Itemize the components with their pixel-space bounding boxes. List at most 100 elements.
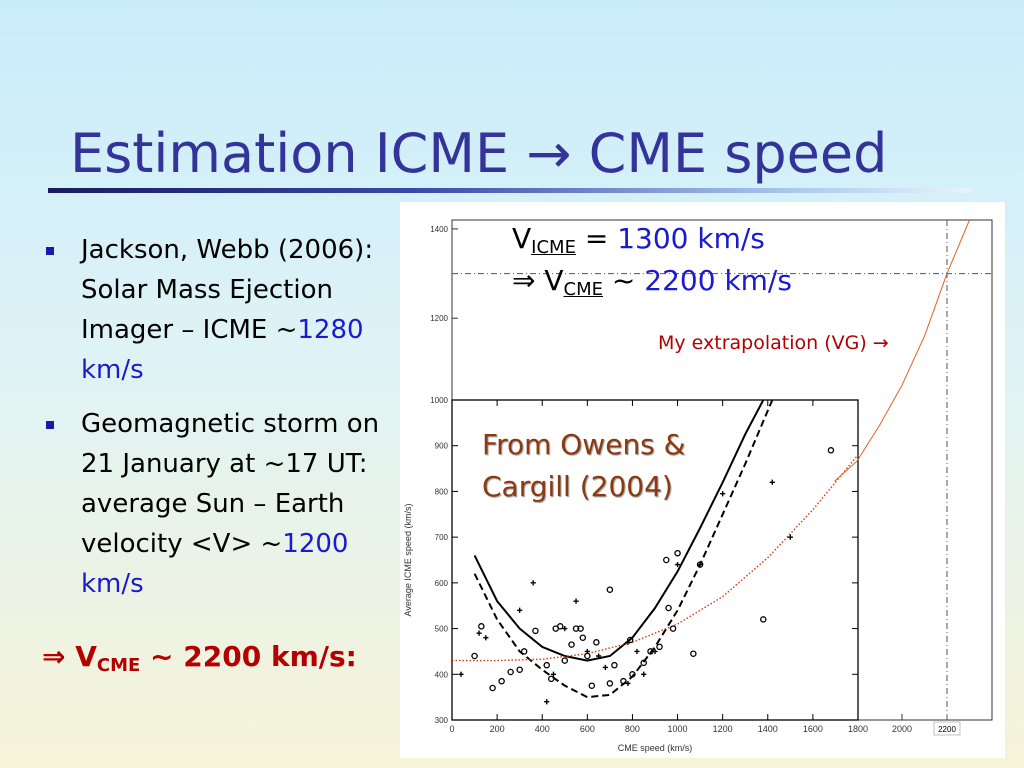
data-point-plus	[769, 479, 775, 485]
data-point-circle	[489, 684, 496, 692]
data-point-circle	[471, 652, 478, 660]
source-label: From Owens & Cargill (2004)	[482, 424, 686, 508]
data-point-circle	[640, 659, 647, 667]
data-point-circle	[579, 634, 587, 641]
data-point-circle	[665, 604, 672, 612]
y-tick-label: 800	[435, 487, 449, 496]
y-tick-label: 600	[435, 579, 449, 588]
data-point-plus	[562, 625, 568, 632]
data-point-plus	[584, 648, 590, 655]
data-point-plus	[483, 635, 489, 641]
data-point-circle	[611, 661, 618, 669]
vcme-v: V	[535, 264, 564, 297]
x-tick-label: 2000	[892, 724, 912, 734]
x-marker-box	[933, 721, 961, 736]
slide-title: Estimation ICME → CME speed	[70, 122, 888, 185]
chart-svg: 1200 1400 2000 2200 0 200 400 600 800 1000 1200 140…	[403, 219, 993, 753]
y-tick-label: 300	[435, 716, 449, 725]
implies-arrow: ⇒	[42, 640, 66, 673]
data-point-circle	[663, 556, 670, 564]
data-point-circle	[532, 627, 539, 635]
data-point-circle	[516, 666, 523, 673]
data-point-circle	[588, 682, 596, 689]
data-point-circle	[606, 680, 614, 687]
data-point-plus	[476, 630, 482, 636]
vicme-equals: =	[575, 222, 618, 255]
vcme-tilde: ~	[603, 264, 645, 297]
data-point-plus	[458, 671, 464, 677]
data-point-plus	[720, 491, 726, 497]
conclusion-v: V	[75, 640, 97, 673]
x-tick-label: 200	[490, 724, 505, 734]
vcme-value: 2200 km/s	[644, 264, 792, 297]
y-tick-label: 700	[435, 533, 449, 542]
data-point-plus	[602, 664, 608, 671]
data-point-circle	[561, 657, 569, 664]
y-tick-label: 1400	[430, 225, 448, 234]
data-point-circle	[478, 623, 485, 630]
vicme-value: 1300 km/s	[617, 222, 765, 255]
data-point-circle	[498, 677, 505, 685]
data-point-plus	[674, 561, 681, 568]
x-tick-label: 1200	[713, 724, 733, 734]
data-point-circle	[656, 643, 663, 651]
data-point-circle	[520, 648, 528, 655]
vicme-label: VICME = 1300 km/s	[512, 222, 765, 258]
data-point-plus	[596, 653, 602, 659]
source-label-line1: From Owens &	[482, 428, 686, 461]
bullet-marker-icon	[46, 247, 54, 255]
y-tick-label: 900	[435, 442, 449, 451]
data-point-circle	[606, 586, 614, 593]
fit-curve-solid	[473, 399, 765, 662]
data-point-plus	[652, 648, 658, 655]
bullet-jackson-webb: Jackson, Webb (2006): Solar Mass Ejectio…	[44, 230, 396, 390]
data-point-plus	[787, 534, 793, 540]
bullet-text: Jackson, Webb (2006): Solar Mass Ejectio…	[81, 235, 374, 345]
data-point-plus	[641, 671, 647, 677]
bullet-geomagnetic-storm: Geomagnetic storm on 21 January at ~17 U…	[44, 404, 396, 604]
data-point-circle	[827, 447, 835, 454]
data-point-circle	[547, 675, 555, 683]
bullet-marker-icon	[46, 421, 54, 429]
conclusion-value: ~ 2200 km/s:	[140, 640, 357, 673]
data-point-plus	[634, 648, 640, 655]
x-tick-label: 400	[535, 724, 550, 734]
data-point-circle	[620, 677, 627, 685]
vicme-v: V	[512, 222, 532, 255]
data-point-circle	[593, 639, 600, 646]
x-tick-label: 0	[449, 724, 454, 734]
conclusion-line: ⇒ VCME ~ 2200 km/s:	[42, 640, 357, 676]
data-point-circle	[760, 616, 767, 623]
data-point-circle	[557, 623, 564, 630]
bullet-list: Jackson, Webb (2006): Solar Mass Ejectio…	[44, 230, 396, 618]
x-tick-label: 1800	[848, 724, 868, 734]
x-marker-label: 2200	[938, 725, 956, 734]
conclusion-subscript: CME	[96, 655, 141, 676]
data-point-plus	[697, 561, 703, 568]
x-tick-label: 1400	[758, 724, 778, 734]
vcme-subscript: CME	[563, 279, 604, 300]
bullet-text: Geomagnetic storm on 21 January at ~17 U…	[81, 409, 380, 559]
data-point-circle	[568, 641, 575, 648]
y-tick-label: 400	[435, 670, 449, 679]
data-point-circle	[572, 625, 580, 632]
vicme-subscript: ICME	[531, 237, 576, 258]
chart-figure: 1200 1400 2000 2200 0 200 400 600 800 1000 1200 140…	[400, 202, 1005, 758]
x-tick-label: 800	[625, 724, 640, 734]
bullet-value: 1280 km/s	[81, 315, 364, 385]
vcme-label: ⇒ VCME ~ 2200 km/s	[512, 264, 792, 300]
data-point-circle	[577, 625, 584, 632]
x-tick-label: 1600	[803, 724, 823, 734]
y-tick-label: 500	[435, 625, 449, 634]
vcme-arrow: ⇒	[512, 264, 536, 297]
data-point-plus	[517, 607, 523, 613]
extrapolation-curve	[834, 219, 970, 482]
data-point-plus	[544, 699, 550, 705]
data-point-plus	[625, 639, 631, 645]
y-axis-label: Average ICME speed (km/s)	[403, 504, 413, 617]
data-point-circle	[507, 668, 514, 676]
title-underline	[48, 188, 972, 193]
data-point-plus	[625, 680, 631, 687]
data-point-plus	[550, 671, 557, 677]
data-point-circle	[629, 671, 636, 678]
